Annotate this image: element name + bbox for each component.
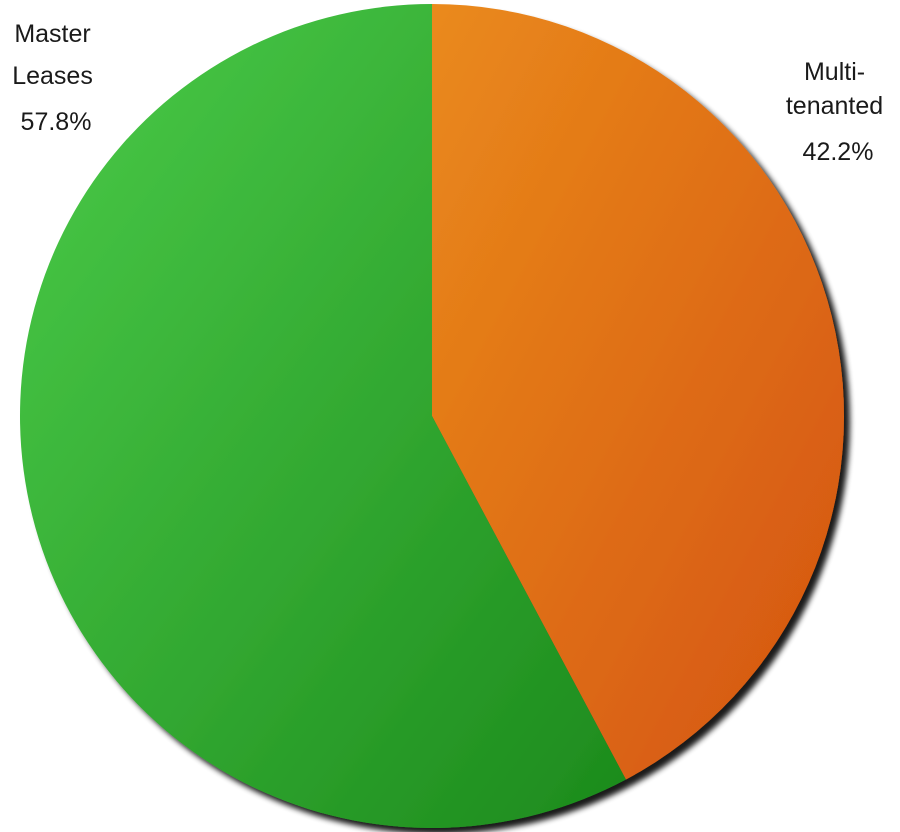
slice-label-line-1: Multi- — [804, 58, 865, 86]
slice-label-line-2: Leases — [12, 62, 93, 90]
slice-label-line-1: Master — [14, 20, 90, 48]
slice-value-label: 57.8% — [21, 108, 92, 136]
slice-label-multi-tenanted: Multi- tenanted 42.2% — [786, 58, 890, 166]
slice-label-line-2: tenanted — [786, 92, 883, 120]
slice-label-master-leases: Master Leases 57.8% — [12, 20, 100, 136]
pie-slices — [19, 4, 845, 828]
pie-slice-1 — [19, 4, 626, 828]
slice-value-label: 42.2% — [803, 138, 874, 166]
pie-slice-0 — [432, 4, 845, 780]
